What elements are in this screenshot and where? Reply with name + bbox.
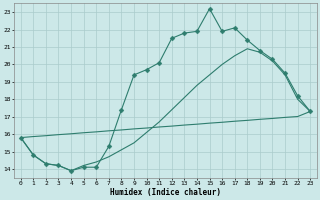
X-axis label: Humidex (Indice chaleur): Humidex (Indice chaleur) — [110, 188, 221, 197]
